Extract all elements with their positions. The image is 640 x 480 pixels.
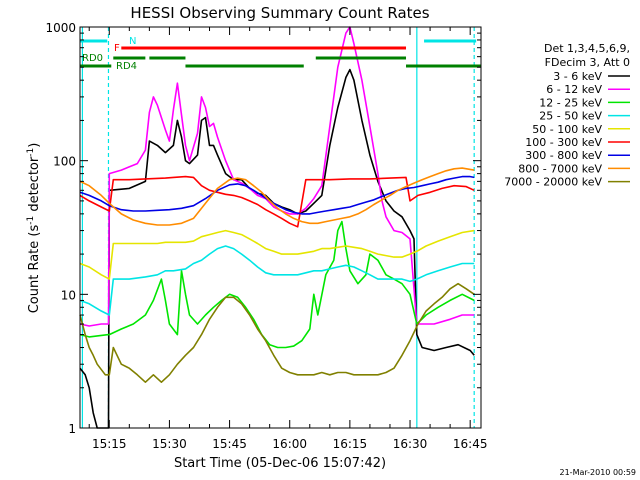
x-tick-label-1: 15:30 — [152, 437, 187, 451]
series-line-800-7000-keV — [79, 167, 475, 226]
legend-label-25-50-keV: 25 - 50 keV — [539, 110, 602, 123]
legend-header-line2: FDecim 3, Att 0 — [545, 56, 630, 69]
series-line-25-50-keV — [79, 245, 475, 316]
y-tick-label-0: 1 — [68, 422, 76, 436]
y-axis-label-part3: ) — [27, 143, 42, 148]
y-tick-label-1: 10 — [61, 288, 76, 302]
legend-label-6-12-keV: 6 - 12 keV — [546, 83, 602, 96]
y-axis-label: Count Rate (s-1 detector-1) — [26, 143, 42, 314]
legend-label-50-100-keV: 50 - 100 keV — [532, 123, 602, 136]
x-tick-label-0: 15:15 — [92, 437, 127, 451]
x-tick-label-5: 16:30 — [393, 437, 428, 451]
legend-label-100-300-keV: 100 - 300 keV — [525, 136, 602, 149]
plot-area: NF RD0 RD4 — [79, 26, 481, 429]
series-line-300-800-keV — [79, 175, 475, 215]
flag-label-F: F — [114, 43, 120, 54]
y-axis-label-part2: detector — [27, 156, 42, 216]
flag-label-RD4: RD4 — [116, 61, 137, 72]
chart-title: HESSI Observing Summary Count Rates — [130, 4, 429, 22]
legend: Det 1,3,4,5,6,9, FDecim 3, Att 0 3 - 6 k… — [504, 42, 630, 189]
legend-label-300-800-keV: 300 - 800 keV — [525, 149, 602, 162]
legend-header-line1: Det 1,3,4,5,6,9, — [544, 42, 630, 55]
timestamp: 21-Mar-2010 00:59 — [560, 468, 637, 477]
x-tick-label-3: 16:00 — [272, 437, 307, 451]
series-line-7000-20000-keV — [79, 282, 475, 384]
series-line-100-300-keV — [79, 175, 475, 228]
legend-label-800-7000-keV: 800 - 7000 keV — [518, 162, 602, 175]
series-line-12-25-keV — [79, 220, 475, 349]
x-tick-label-4: 16:15 — [333, 437, 368, 451]
y-axis: 1 10 100 1000 — [45, 21, 481, 436]
x-axis-label: Start Time (05-Dec-06 15:07:42) — [174, 456, 386, 471]
legend-label-12-25-keV: 12 - 25 keV — [539, 96, 602, 109]
flag-label-RD0: RD0 — [82, 53, 103, 64]
y-axis-label-sup1: -1 — [26, 216, 36, 225]
x-tick-label-2: 15:45 — [212, 437, 247, 451]
y-tick-label-2: 100 — [53, 155, 76, 169]
y-axis-label-part1: Count Rate (s — [27, 225, 42, 314]
series-line-3-6-keV — [79, 68, 475, 429]
legend-label-7000-20000-keV: 7000 - 20000 keV — [504, 176, 602, 189]
plot-frame — [79, 26, 482, 429]
x-tick-label-6: 16:45 — [453, 437, 488, 451]
y-tick-label-3: 1000 — [45, 21, 76, 35]
flag-label-N: N — [129, 36, 136, 47]
y-axis-label-sup2: -1 — [26, 148, 36, 157]
series-line-50-100-keV — [79, 229, 475, 280]
legend-label-3-6-keV: 3 - 6 keV — [553, 70, 602, 83]
x-axis: 15:15 15:30 15:45 16:00 16:15 16:30 16:45 — [88, 27, 488, 451]
